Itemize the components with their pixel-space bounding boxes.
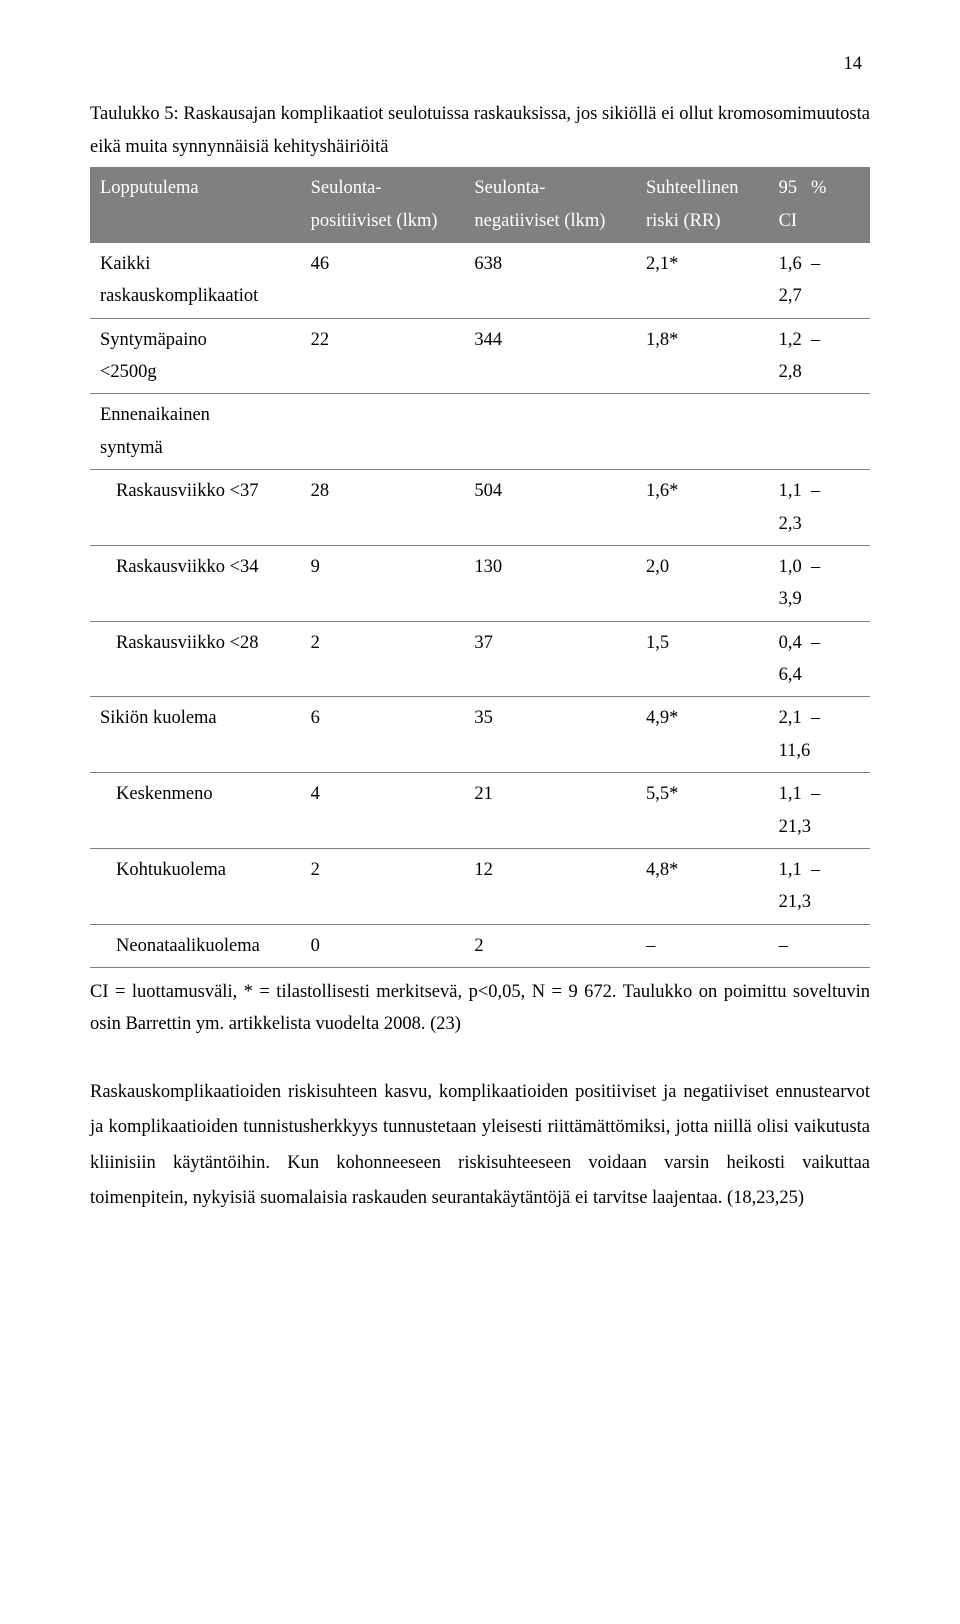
- cell-pos: 4: [301, 773, 465, 849]
- cell-neg: 35: [464, 697, 636, 773]
- cell-rr: 1,5: [636, 621, 769, 697]
- col-header-2: Seulonta-negatiiviset (lkm): [464, 167, 636, 242]
- table-footnote: CI = luottamusväli, * = tilastollisesti …: [90, 976, 870, 1041]
- cell-neg: 12: [464, 848, 636, 924]
- cell-neg: 21: [464, 773, 636, 849]
- table-row: Raskausviikko <37285041,6*1,1 –2,3: [90, 470, 870, 546]
- cell-rr: 5,5*: [636, 773, 769, 849]
- body-paragraph: Raskauskomplikaatioiden riskisuhteen kas…: [90, 1075, 870, 1217]
- cell-pos: 28: [301, 470, 465, 546]
- table-row: Keskenmeno4215,5*1,1 –21,3: [90, 773, 870, 849]
- cell-label: Raskausviikko <34: [90, 545, 301, 621]
- table-row: Neonataalikuolema02––: [90, 924, 870, 967]
- cell-ci: 2,1 –11,6: [769, 697, 870, 773]
- cell-pos: [301, 394, 465, 470]
- table-header: Lopputulema Seulonta-positiiviset (lkm) …: [90, 167, 870, 242]
- cell-ci: [769, 394, 870, 470]
- cell-ci: –: [769, 924, 870, 967]
- cell-ci: 1,1 –21,3: [769, 848, 870, 924]
- cell-label: Ennenaikainensyntymä: [90, 394, 301, 470]
- cell-pos: 22: [301, 318, 465, 394]
- cell-pos: 2: [301, 621, 465, 697]
- cell-label: Kaikkiraskauskomplikaatiot: [90, 242, 301, 318]
- cell-pos: 6: [301, 697, 465, 773]
- col-header-1: Seulonta-positiiviset (lkm): [301, 167, 465, 242]
- cell-label: Syntymäpaino<2500g: [90, 318, 301, 394]
- cell-ci: 1,1 –21,3: [769, 773, 870, 849]
- cell-neg: 504: [464, 470, 636, 546]
- cell-neg: 638: [464, 242, 636, 318]
- cell-rr: 1,6*: [636, 470, 769, 546]
- cell-pos: 2: [301, 848, 465, 924]
- cell-neg: 130: [464, 545, 636, 621]
- cell-label: Sikiön kuolema: [90, 697, 301, 773]
- cell-ci: 1,0 –3,9: [769, 545, 870, 621]
- table-body: Kaikkiraskauskomplikaatiot466382,1*1,6 –…: [90, 242, 870, 967]
- table-row: Syntymäpaino<2500g223441,8*1,2 –2,8: [90, 318, 870, 394]
- cell-rr: 1,8*: [636, 318, 769, 394]
- cell-ci: 1,1 –2,3: [769, 470, 870, 546]
- cell-pos: 0: [301, 924, 465, 967]
- cell-rr: 2,0: [636, 545, 769, 621]
- cell-neg: 344: [464, 318, 636, 394]
- col-header-4: 95 %CI: [769, 167, 870, 242]
- cell-label: Neonataalikuolema: [90, 924, 301, 967]
- table-row: Sikiön kuolema6354,9*2,1 –11,6: [90, 697, 870, 773]
- cell-pos: 46: [301, 242, 465, 318]
- cell-ci: 0,4 –6,4: [769, 621, 870, 697]
- cell-rr: 4,8*: [636, 848, 769, 924]
- cell-neg: [464, 394, 636, 470]
- table-row: Raskausviikko <3491302,01,0 –3,9: [90, 545, 870, 621]
- table-row: Kaikkiraskauskomplikaatiot466382,1*1,6 –…: [90, 242, 870, 318]
- cell-rr: 2,1*: [636, 242, 769, 318]
- cell-pos: 9: [301, 545, 465, 621]
- page-number: 14: [90, 48, 870, 80]
- cell-rr: 4,9*: [636, 697, 769, 773]
- col-header-0: Lopputulema: [90, 167, 301, 242]
- cell-neg: 37: [464, 621, 636, 697]
- cell-label: Keskenmeno: [90, 773, 301, 849]
- table-row: Ennenaikainensyntymä: [90, 394, 870, 470]
- cell-rr: [636, 394, 769, 470]
- table-row: Kohtukuolema2124,8*1,1 –21,3: [90, 848, 870, 924]
- col-header-3: Suhteellinenriski (RR): [636, 167, 769, 242]
- cell-ci: 1,6 –2,7: [769, 242, 870, 318]
- cell-label: Raskausviikko <37: [90, 470, 301, 546]
- cell-label: Raskausviikko <28: [90, 621, 301, 697]
- table-title: Taulukko 5: Raskausajan komplikaatiot se…: [90, 98, 870, 163]
- cell-ci: 1,2 –2,8: [769, 318, 870, 394]
- cell-neg: 2: [464, 924, 636, 967]
- data-table: Lopputulema Seulonta-positiiviset (lkm) …: [90, 167, 870, 968]
- cell-rr: –: [636, 924, 769, 967]
- cell-label: Kohtukuolema: [90, 848, 301, 924]
- table-row: Raskausviikko <282371,50,4 –6,4: [90, 621, 870, 697]
